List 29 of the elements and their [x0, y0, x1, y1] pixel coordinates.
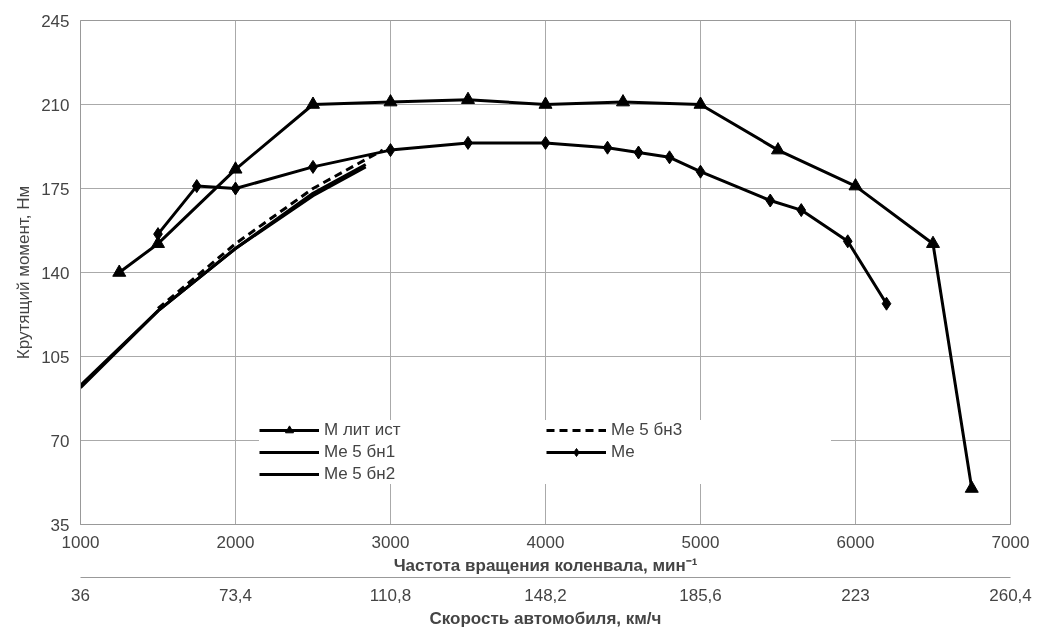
y-tick-label: 210: [41, 95, 70, 115]
x2-tick-label: 185,6: [679, 585, 722, 605]
y-tick-label: 245: [41, 11, 70, 31]
x-tick-label: 3000: [371, 532, 410, 552]
legend-label: Me 5 бн1: [324, 442, 397, 462]
legend-label: M лит ист: [324, 420, 402, 440]
y-tick-label: 175: [41, 179, 70, 199]
x-axis-title: Частота вращения коленвала, мин⁻¹: [393, 555, 698, 575]
x-tick-label: 6000: [836, 532, 875, 552]
y-tick-label: 70: [50, 431, 70, 451]
x2-tick-label: 110,8: [369, 585, 412, 605]
legend-label: Me 5 бн2: [324, 464, 397, 484]
x-tick-label: 2000: [216, 532, 255, 552]
legend-label: Me: [611, 442, 636, 462]
legend-label: Me 5 бн3: [611, 420, 684, 440]
x2-tick-label: 36: [71, 585, 90, 605]
y-tick-label: 35: [50, 515, 70, 535]
x2-tick-label: 148,2: [524, 585, 567, 605]
x-tick-label: 1000: [61, 532, 100, 552]
x2-tick-label: 73,4: [218, 585, 253, 605]
x-tick-label: 5000: [681, 532, 720, 552]
x-tick-label: 7000: [991, 532, 1030, 552]
x-tick-label: 4000: [526, 532, 565, 552]
y-tick-label: 105: [41, 347, 70, 367]
x2-tick-label: 223: [841, 585, 870, 605]
x2-axis-title: Скорость автомобиля, км/ч: [429, 608, 662, 628]
y-axis-title: Крутящий момент, Нм: [14, 185, 34, 360]
x2-tick-label: 260,4: [989, 585, 1032, 605]
y-tick-label: 140: [41, 263, 70, 283]
